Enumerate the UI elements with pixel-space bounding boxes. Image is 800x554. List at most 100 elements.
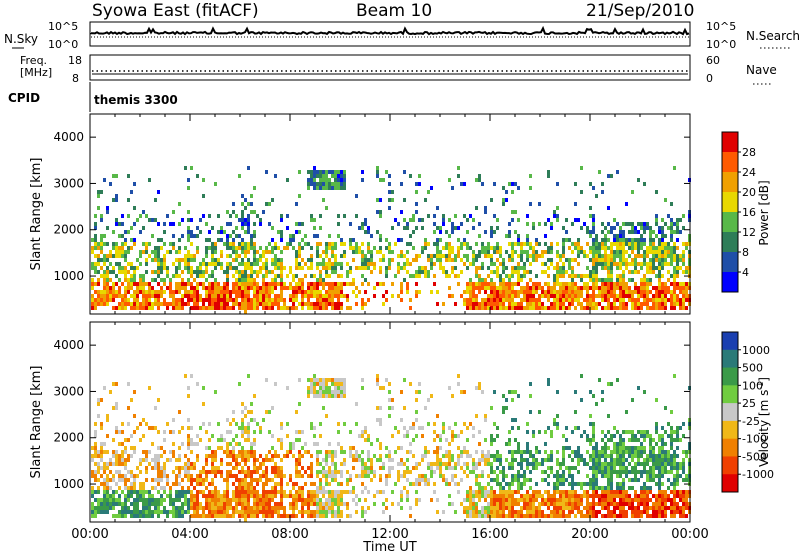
velocity-cell xyxy=(223,490,226,494)
power-cell xyxy=(313,170,316,174)
power-cell xyxy=(538,282,541,286)
power-cell xyxy=(586,242,589,246)
power-cell xyxy=(202,194,205,198)
velocity-cell xyxy=(97,510,100,514)
velocity-cell xyxy=(466,438,469,442)
velocity-cell xyxy=(556,426,559,430)
power-cell xyxy=(409,174,412,178)
velocity-cell xyxy=(313,390,316,394)
velocity-cell xyxy=(415,478,418,482)
power-cell xyxy=(412,258,415,262)
power-cell xyxy=(682,242,685,246)
velocity-cell xyxy=(520,510,523,514)
power-cell xyxy=(577,218,580,222)
velocity-cell xyxy=(580,486,583,490)
velocity-cell xyxy=(328,454,331,458)
velocity-cell xyxy=(157,506,160,510)
velocity-cell xyxy=(325,490,328,494)
velocity-cell xyxy=(595,466,598,470)
power-cell xyxy=(583,282,586,286)
velocity-cell xyxy=(478,486,481,490)
power-cell xyxy=(580,286,583,290)
power-cell xyxy=(298,242,301,246)
power-cell xyxy=(316,286,319,290)
power-cell xyxy=(244,306,247,310)
velocity-cell xyxy=(316,506,319,510)
power-cell xyxy=(124,258,127,262)
velocity-cell xyxy=(196,494,199,498)
power-cell xyxy=(580,166,583,170)
power-cell xyxy=(616,286,619,290)
velocity-cell xyxy=(406,434,409,438)
power-cell xyxy=(619,238,622,242)
velocity-cell xyxy=(433,430,436,434)
velocity-cell xyxy=(403,406,406,410)
velocity-cell xyxy=(91,474,94,478)
power-cell xyxy=(481,262,484,266)
power-cell xyxy=(622,290,625,294)
velocity-cell xyxy=(169,486,172,490)
power-cell xyxy=(511,290,514,294)
power-cell xyxy=(208,246,211,250)
velocity-cell xyxy=(133,510,136,514)
velocity-cell xyxy=(148,510,151,514)
power-cell xyxy=(319,290,322,294)
power-cell xyxy=(637,246,640,250)
power-cell xyxy=(457,274,460,278)
velocity-cell xyxy=(508,430,511,434)
velocity-cell xyxy=(388,406,391,410)
power-cell xyxy=(595,266,598,270)
velocity-cell xyxy=(469,498,472,502)
power-cell xyxy=(154,294,157,298)
velocity-cell xyxy=(172,430,175,434)
velocity-cell xyxy=(250,506,253,510)
nave-tick-top: 60 xyxy=(706,54,720,67)
velocity-cell xyxy=(514,478,517,482)
power-cell xyxy=(535,298,538,302)
power-cell xyxy=(538,202,541,206)
power-cell xyxy=(568,274,571,278)
power-cell xyxy=(352,238,355,242)
power-cell xyxy=(205,262,208,266)
power-cell xyxy=(670,222,673,226)
velocity-cell xyxy=(247,514,250,518)
velocity-cell xyxy=(97,502,100,506)
power-cell xyxy=(187,234,190,238)
power-cell xyxy=(424,198,427,202)
power-cell xyxy=(685,270,688,274)
power-cell xyxy=(271,270,274,274)
power-cell xyxy=(553,294,556,298)
velocity-cell xyxy=(508,498,511,502)
power-cell xyxy=(301,294,304,298)
velocity-cell xyxy=(193,466,196,470)
velocity-cell xyxy=(361,434,364,438)
power-cell xyxy=(262,306,265,310)
power-cell xyxy=(220,250,223,254)
power-cell xyxy=(289,242,292,246)
power-cell xyxy=(514,266,517,270)
power-cell xyxy=(313,182,316,186)
velocity-cell xyxy=(520,474,523,478)
velocity-cell xyxy=(514,474,517,478)
power-cell xyxy=(301,290,304,294)
power-cell xyxy=(547,286,550,290)
velocity-cell xyxy=(400,490,403,494)
power-cell xyxy=(361,170,364,174)
velocity-cell xyxy=(307,494,310,498)
power-cell xyxy=(670,226,673,230)
power-cell xyxy=(538,302,541,306)
velocity-cell xyxy=(115,406,118,410)
power-cell xyxy=(103,294,106,298)
velocity-cell xyxy=(145,506,148,510)
power-cell xyxy=(388,182,391,186)
power-cell xyxy=(277,298,280,302)
velocity-cell xyxy=(280,474,283,478)
velocity-cell xyxy=(235,506,238,510)
velocity-cell xyxy=(151,498,154,502)
velocity-cell xyxy=(250,402,253,406)
velocity-cell xyxy=(163,430,166,434)
velocity-cell xyxy=(295,498,298,502)
power-cell xyxy=(685,290,688,294)
power-cell xyxy=(607,306,610,310)
